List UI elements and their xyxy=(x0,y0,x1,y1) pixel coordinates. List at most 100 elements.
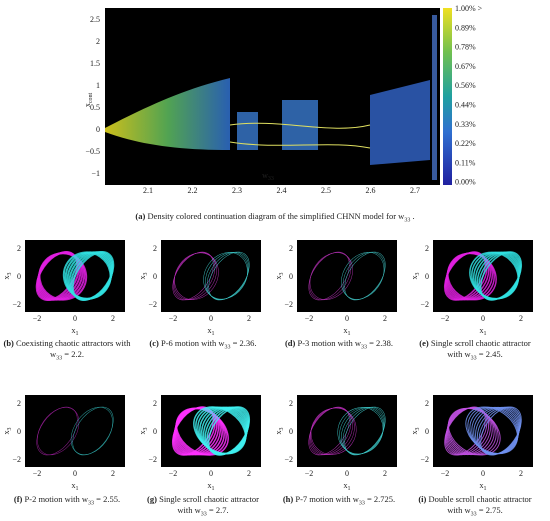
caption-tail: = 2.36. xyxy=(232,338,257,348)
x-tick-label: 0 xyxy=(345,314,349,323)
y-tick-label: −2 xyxy=(12,455,21,464)
caption-tail: = 2.45. xyxy=(478,349,503,359)
caption-label: (b) xyxy=(3,338,14,348)
y-tick-label: 0 xyxy=(425,272,429,281)
caption-label: (g) xyxy=(147,494,157,504)
density-band xyxy=(432,15,437,180)
x-tick-label: 2.3 xyxy=(232,186,242,195)
caption-sub: 33 xyxy=(470,511,477,518)
trajectory xyxy=(310,407,357,455)
y-tick-label: 2 xyxy=(289,399,293,408)
caption-sub: 33 xyxy=(224,344,231,351)
y-axis-label: x3 xyxy=(274,273,285,280)
y-tick-label: 0 xyxy=(17,272,21,281)
y-tick-label: −0.5 xyxy=(85,147,100,156)
x-tick-label: 2.7 xyxy=(410,186,420,195)
caption-text: P-6 motion with w xyxy=(160,338,225,348)
x-tick-label: 2.6 xyxy=(366,186,376,195)
colorbar-label: 0.33% xyxy=(455,120,476,129)
caption: (i) Double scroll chaotic attractor with… xyxy=(411,494,539,521)
y-tick-label: −2 xyxy=(284,455,293,464)
x-tick-label: 2 xyxy=(519,469,523,478)
caption-tail: . xyxy=(412,211,415,221)
caption: (g) Single scroll chaotic attractor with… xyxy=(139,494,267,521)
y-tick-label: 2 xyxy=(153,399,157,408)
x-tick-label: 0 xyxy=(209,314,213,323)
x-axis-label: x1 xyxy=(72,326,79,337)
x-tick-label: −2 xyxy=(33,314,42,323)
density-band xyxy=(370,80,430,165)
caption: (e) Single scroll chaotic attractor with… xyxy=(411,338,539,365)
x-axis-label-sub: 1 xyxy=(212,331,215,337)
y-tick-label: 2 xyxy=(425,399,429,408)
y-tick-label: −2 xyxy=(12,300,21,309)
y-tick-label: 1.5 xyxy=(90,59,100,68)
x-axis-label-sub: 1 xyxy=(76,331,79,337)
x-tick-label: 2 xyxy=(383,469,387,478)
y-tick-label: 1 xyxy=(96,81,100,90)
trajectory xyxy=(341,252,385,300)
y-tick-label: −2 xyxy=(284,300,293,309)
y-axis-label-main: x xyxy=(274,431,283,435)
y-axis-label-sub: 3 xyxy=(415,273,421,276)
caption: (a) Density colored continuation diagram… xyxy=(20,211,530,227)
x-tick-label: 2 xyxy=(111,469,115,478)
caption-label: (f) xyxy=(13,494,23,504)
y-axis-label: x3 xyxy=(138,273,149,280)
y-axis-label-main: x xyxy=(410,276,419,280)
x-tick-label: 2.1 xyxy=(143,186,153,195)
caption-label: (e) xyxy=(419,338,429,348)
x-axis-label-main: x xyxy=(208,326,212,335)
caption-tail: = 2.75. xyxy=(478,505,503,515)
y-axis-label-main: x xyxy=(2,431,11,435)
colorbar-label: 0.22% xyxy=(455,139,476,148)
x-tick-label: 2.4 xyxy=(277,186,287,195)
x-tick-label: 0 xyxy=(73,469,77,478)
x-axis-label-sub: 1 xyxy=(348,331,351,337)
trajectory xyxy=(309,252,353,300)
x-tick-label: −2 xyxy=(33,469,42,478)
caption-sub: 33 xyxy=(358,500,365,507)
x-axis-label: x1 xyxy=(480,326,487,337)
y-axis-label-main: x xyxy=(138,276,147,280)
y-tick-label: 0 xyxy=(289,427,293,436)
y-tick-label: −2 xyxy=(420,455,429,464)
y-axis-label: x3 xyxy=(138,428,149,435)
x-axis-label: x1 xyxy=(208,481,215,492)
trajectory xyxy=(174,252,219,300)
y-axis-label-sub: 3 xyxy=(7,273,13,276)
y-tick-label: 2 xyxy=(425,244,429,253)
caption: (d) P-3 motion with w33 = 2.38. xyxy=(275,338,403,354)
x-axis-label: x1 xyxy=(208,326,215,337)
caption-sub: 33 xyxy=(470,355,477,362)
caption-label: (h) xyxy=(282,494,294,504)
trajectory xyxy=(469,251,519,300)
x-axis-label-main: x xyxy=(208,481,212,490)
caption-label: (d) xyxy=(284,338,296,348)
x-tick-label: 2 xyxy=(247,314,251,323)
caption-label: (c) xyxy=(149,338,159,348)
x-axis-label-sub: 1 xyxy=(484,486,487,492)
x-axis-label-sub: 1 xyxy=(348,486,351,492)
y-axis-label: x3 xyxy=(410,273,421,280)
y-axis-label-sub: 3 xyxy=(7,428,13,431)
y-axis-label-sub: 3 xyxy=(279,273,285,276)
colorbar-label: 0.67% xyxy=(455,62,476,71)
y-axis-label: x3 xyxy=(2,273,13,280)
y-tick-label: 0 xyxy=(153,427,157,436)
density-band xyxy=(105,78,230,150)
x-axis-label-main: x xyxy=(344,481,348,490)
x-tick-label: 0 xyxy=(73,314,77,323)
y-tick-label: 2 xyxy=(17,244,21,253)
colorbar-label: 0.56% xyxy=(455,81,476,90)
y-tick-label: −2 xyxy=(148,455,157,464)
y-tick-label: 2 xyxy=(289,244,293,253)
x-tick-label: 2.2 xyxy=(188,186,198,195)
y-tick-label: −2 xyxy=(148,300,157,309)
x-axis-label-main: w xyxy=(262,171,268,180)
caption-sub: 33 xyxy=(88,500,95,507)
x-tick-label: 2 xyxy=(247,469,251,478)
y-axis-label-sub: 3 xyxy=(279,428,285,431)
